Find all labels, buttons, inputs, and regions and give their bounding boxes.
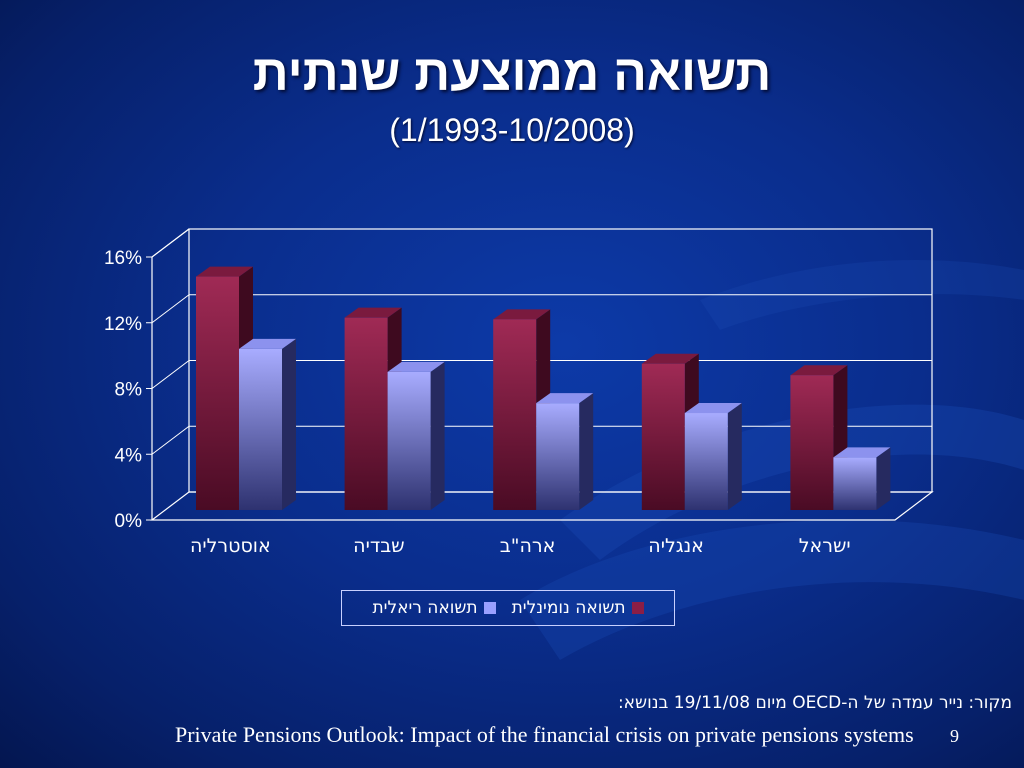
y-axis: 0% 4% 8% 12% 16% — [104, 248, 152, 532]
gridline-side — [151, 425, 190, 455]
bar-front — [344, 317, 388, 510]
gridline-side — [151, 294, 190, 324]
bar-nominal-4 — [790, 365, 848, 510]
bar-top — [641, 353, 699, 364]
bar-top — [239, 338, 296, 349]
bar-top — [196, 266, 253, 277]
x-tick-label: אוסטרליה — [190, 535, 271, 557]
legend-item-nominal: תשואה נומינלית — [512, 598, 644, 618]
bar-real-1 — [387, 361, 445, 510]
bar-top — [684, 403, 742, 414]
legend-label-nominal: תשואה נומינלית — [511, 598, 626, 618]
bar-top — [387, 361, 445, 372]
chart-legend: תשואה נומינלית תשואה ריאלית — [341, 590, 675, 626]
bar-side — [282, 338, 296, 510]
x-tick-label: ישראל — [799, 535, 851, 557]
source-line: מקור: נייר עמדה של ה-OECD מיום 19/11/08 … — [617, 693, 1012, 713]
legend-label-real: תשואה ריאלית — [372, 598, 478, 618]
x-tick-label: ארה"ב — [500, 535, 556, 557]
legend-item-real: תשואה ריאלית — [372, 598, 496, 618]
bar-front — [536, 403, 580, 510]
legend-swatch-nominal — [631, 602, 644, 614]
bar-real-4 — [833, 447, 891, 510]
x-tick-label: אנגליה — [648, 535, 704, 557]
source-title: Private Pensions Outlook: Impact of the … — [175, 722, 914, 747]
bar-front — [684, 413, 728, 510]
bar-top — [536, 393, 594, 404]
bar-side — [579, 393, 594, 510]
bar-real-2 — [536, 393, 594, 510]
x-axis-labels: אוסטרליה שבדיה ארה"ב אנגליה ישראל — [190, 535, 851, 557]
bar-front — [833, 457, 877, 510]
bar-side — [876, 447, 891, 510]
y-tick-label: 4% — [115, 445, 143, 466]
legend-swatch-real — [483, 602, 496, 614]
bar-front — [790, 375, 834, 510]
page-number: 9 — [950, 726, 959, 746]
bar-side — [430, 361, 445, 510]
x-tick-label: שבדיה — [353, 535, 404, 557]
bar-top — [493, 309, 551, 320]
bar-top — [344, 307, 402, 318]
bar-real-3 — [684, 403, 742, 510]
slide-subtitle: (1/1993-10/2008) — [389, 112, 635, 148]
y-tick-label: 8% — [115, 380, 143, 401]
bar-front — [493, 319, 537, 510]
bar-front — [387, 371, 431, 510]
chart-bars — [196, 266, 891, 510]
bar-top — [833, 447, 891, 458]
gridline-side — [151, 360, 190, 389]
gridline-side — [151, 228, 190, 258]
bar-front — [196, 276, 239, 510]
bar-front — [239, 348, 282, 510]
bar-side — [727, 403, 742, 510]
bar-top — [790, 365, 848, 376]
floor — [150, 491, 934, 521]
y-tick-label: 0% — [115, 511, 143, 532]
bar-real-0 — [239, 338, 296, 510]
bar-front — [641, 363, 685, 510]
y-tick-label: 12% — [104, 314, 142, 335]
y-tick-label: 16% — [104, 248, 142, 269]
slide-title: תשואה ממוצעת שנתית — [252, 45, 772, 101]
